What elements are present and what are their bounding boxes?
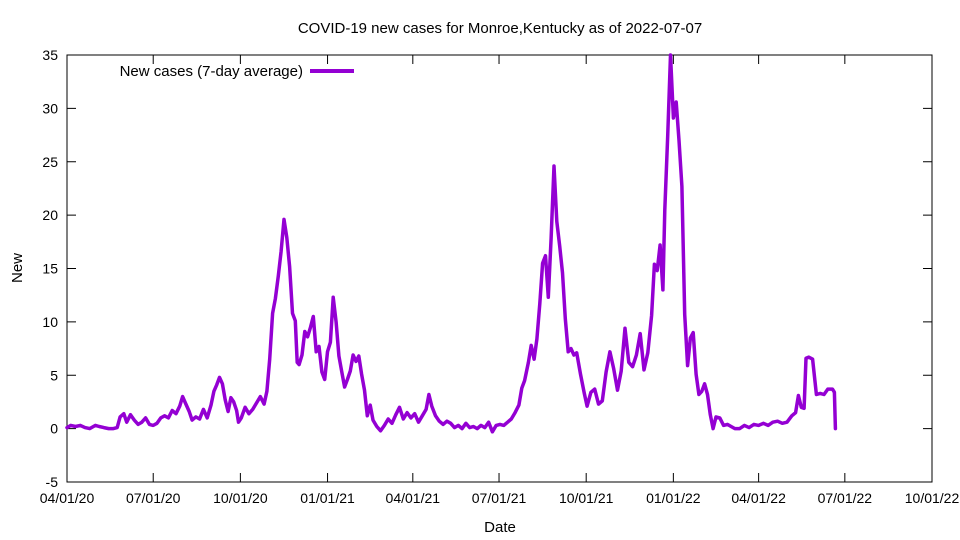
y-tick-label: 15 bbox=[42, 261, 58, 277]
y-axis-title: New bbox=[9, 253, 26, 283]
x-tick-label: 10/01/22 bbox=[905, 490, 960, 506]
x-tick-label: 07/01/22 bbox=[818, 490, 873, 506]
x-tick-label: 07/01/20 bbox=[126, 490, 181, 506]
x-tick-label: 04/01/20 bbox=[40, 490, 95, 506]
x-tick-label: 01/01/21 bbox=[300, 490, 355, 506]
x-tick-label: 04/01/21 bbox=[386, 490, 441, 506]
y-tick-label: 0 bbox=[50, 421, 58, 437]
x-tick-label: 01/01/22 bbox=[646, 490, 701, 506]
series-line-new-cases bbox=[65, 53, 838, 434]
y-tick-label: 10 bbox=[42, 314, 58, 330]
series-layer bbox=[65, 53, 838, 434]
y-axis-ticks: -5 0 5 10 15 20 25 30 35 bbox=[42, 47, 932, 490]
y-tick-label: 30 bbox=[42, 100, 58, 116]
legend-label: New cases (7-day average) bbox=[120, 63, 303, 80]
x-tick-label: 10/01/20 bbox=[213, 490, 268, 506]
y-tick-label: 25 bbox=[42, 154, 58, 170]
y-tick-label: 35 bbox=[42, 47, 58, 63]
x-tick-label: 07/01/21 bbox=[472, 490, 527, 506]
x-tick-label: 10/01/21 bbox=[559, 490, 614, 506]
legend: New cases (7-day average) bbox=[120, 63, 354, 80]
y-tick-label: 5 bbox=[50, 367, 58, 383]
x-tick-label: 04/01/22 bbox=[731, 490, 786, 506]
y-tick-label: -5 bbox=[46, 474, 59, 490]
y-tick-label: 20 bbox=[42, 207, 58, 223]
chart-title: COVID-19 new cases for Monroe,Kentucky a… bbox=[298, 20, 702, 37]
x-axis-ticks: 04/01/20 07/01/20 10/01/20 01/01/21 04/01/21… bbox=[40, 55, 960, 506]
x-axis-title: Date bbox=[484, 519, 516, 536]
